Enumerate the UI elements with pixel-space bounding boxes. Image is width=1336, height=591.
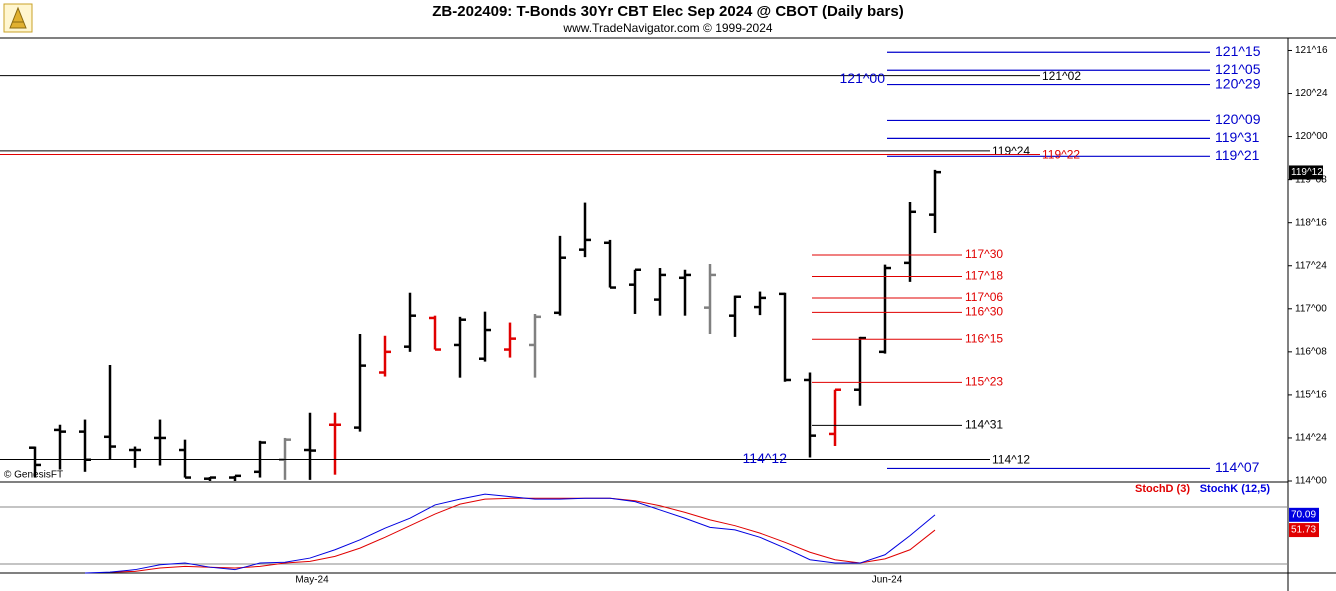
target-label: 121^05 (1215, 61, 1261, 77)
ohlc-bar (29, 446, 41, 478)
ohlc-bar (354, 334, 366, 432)
y-tick-label: 114^00 (1295, 476, 1327, 487)
logo (3, 3, 33, 33)
y-tick-label: 120^24 (1295, 88, 1328, 99)
ohlc-bar (54, 424, 66, 470)
level-marker: 121^00 (840, 70, 886, 86)
retrace-label: 114^31 (965, 418, 1003, 432)
watermark: © GenesisFT (4, 470, 63, 481)
ohlc-bar (879, 264, 891, 354)
y-tick-label: 120^00 (1295, 131, 1328, 142)
y-tick-label: 117^00 (1295, 303, 1327, 314)
ohlc-bar (329, 412, 341, 475)
ohlc-bar (804, 372, 816, 458)
level-label: 119^24 (992, 144, 1030, 158)
ohlc-bar (654, 268, 666, 316)
level-marker: 114^12 (743, 450, 788, 466)
retrace-label: 115^23 (965, 375, 1003, 389)
target-label: 121^15 (1215, 43, 1261, 59)
y-tick-label: 116^08 (1295, 346, 1327, 357)
target-label: 119^21 (1215, 147, 1260, 163)
ohlc-bar (204, 476, 216, 481)
last-price-box (1289, 165, 1323, 180)
ohlc-bar (454, 316, 466, 378)
ohlc-bar (579, 202, 591, 258)
ohlc-bar (504, 322, 516, 358)
ohlc-bar (304, 412, 316, 480)
legend-entry: StochK (12,5) (1200, 483, 1271, 495)
retrace-label: 116^30 (965, 305, 1003, 319)
target-label: 120^09 (1215, 111, 1261, 127)
last-value-box (1289, 523, 1319, 538)
ohlc-bar (754, 291, 766, 316)
retrace-label: 117^06 (965, 290, 1003, 304)
ohlc-bar (904, 202, 916, 282)
y-tick-label: 117^24 (1295, 260, 1327, 271)
ohlc-bar (179, 439, 191, 479)
ohlc-bar (629, 268, 641, 314)
last-value-box (1289, 507, 1319, 522)
chart-title: ZB-202409: T-Bonds 30Yr CBT Elec Sep 202… (432, 3, 903, 20)
ohlc-bar (129, 446, 141, 468)
ohlc-bar (854, 336, 866, 406)
ohlc-bar (104, 365, 116, 460)
y-tick-label: 119^08 (1295, 174, 1327, 185)
retrace-label: 116^15 (965, 331, 1003, 345)
ohlc-bar (679, 269, 691, 316)
retrace-label: 117^30 (965, 247, 1003, 261)
last-price-label: 119^12 (1291, 167, 1323, 178)
ohlc-bar (704, 264, 716, 335)
ohlc-bar (229, 474, 241, 481)
target-label: 114^07 (1215, 459, 1260, 475)
level-label: 119^22 (1042, 148, 1080, 162)
x-tick-label: Jun-24 (872, 575, 903, 586)
ohlc-bar (429, 315, 441, 351)
last-value-label: 70.09 (1291, 509, 1316, 520)
y-tick-label: 118^16 (1295, 217, 1327, 228)
y-tick-label: 121^16 (1295, 45, 1328, 56)
ohlc-bar (554, 235, 566, 316)
ohlc-bar (929, 169, 941, 234)
x-tick-label: May-24 (295, 575, 329, 586)
ohlc-bar (479, 311, 491, 362)
level-label: 121^02 (1042, 69, 1081, 83)
ohlc-bar (729, 295, 741, 337)
ohlc-bar (154, 419, 166, 466)
chart-subtitle: www.TradeNavigator.com © 1999-2024 (562, 21, 772, 35)
ohlc-bar (779, 292, 791, 382)
target-label: 119^31 (1215, 129, 1260, 145)
ohlc-bar (404, 292, 416, 352)
retrace-label: 117^18 (965, 269, 1003, 283)
ohlc-bar (829, 388, 841, 446)
y-tick-label: 114^24 (1295, 433, 1327, 444)
last-value-label: 51.73 (1291, 525, 1316, 536)
level-label: 114^12 (992, 453, 1030, 467)
ohlc-bar (379, 335, 391, 377)
y-tick-label: 115^16 (1295, 390, 1327, 401)
legend-entry: StochD (3) (1135, 483, 1190, 495)
stoch-line (84, 493, 936, 574)
ohlc-bar (529, 313, 541, 378)
ohlc-bar (604, 239, 616, 289)
target-label: 120^29 (1215, 75, 1261, 91)
